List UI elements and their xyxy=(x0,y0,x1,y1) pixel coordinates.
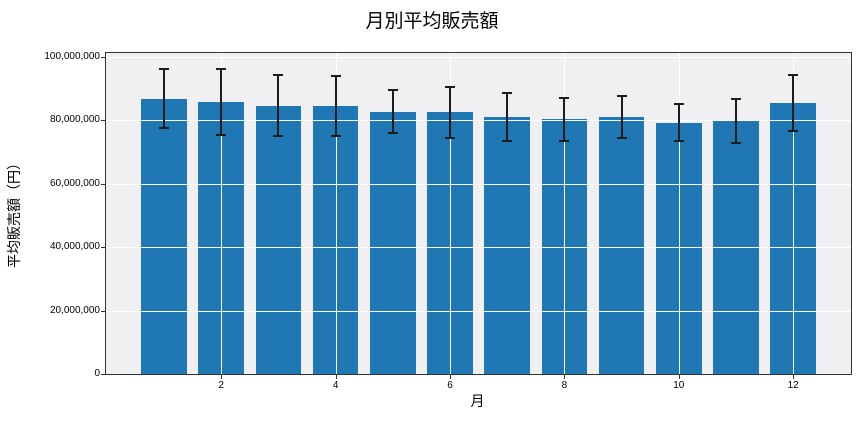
error-cap-low-month-9 xyxy=(616,137,627,140)
bar-month-9 xyxy=(598,116,645,374)
y-tick-label: 40,000,000 xyxy=(49,241,100,253)
error-cap-low-month-2 xyxy=(216,134,227,137)
bar-month-6 xyxy=(427,112,473,374)
x-tick-label: 4 xyxy=(332,380,339,391)
error-cap-high-month-2 xyxy=(216,67,227,70)
x-tick-mark xyxy=(793,375,795,379)
h-gridline-20000000 xyxy=(106,310,851,312)
error-cap-high-month-8 xyxy=(559,96,570,99)
error-cap-low-month-5 xyxy=(387,131,398,134)
error-bar-month-3 xyxy=(277,75,280,136)
x-tick-label: 2 xyxy=(218,380,224,391)
error-cap-low-month-1 xyxy=(159,126,169,129)
chart-title: 月別平均販売額 xyxy=(365,11,499,32)
error-cap-low-month-12 xyxy=(788,130,799,133)
error-bar-month-4 xyxy=(334,76,337,137)
y-tick-label: 100,000,000 xyxy=(44,50,100,62)
v-gridline-12 xyxy=(793,53,795,374)
x-tick-label: 12 xyxy=(787,380,799,391)
axis-ticks-layer xyxy=(101,53,851,379)
x-tick-mark xyxy=(678,375,680,379)
error-cap-high-month-12 xyxy=(788,73,799,76)
error-bar-month-8 xyxy=(563,97,566,141)
bar-month-5 xyxy=(370,111,416,374)
error-bar-month-10 xyxy=(677,103,680,142)
error-bar-month-7 xyxy=(506,92,509,142)
x-tick-label: 8 xyxy=(561,380,568,391)
h-gridline-60000000 xyxy=(106,183,851,185)
v-gridline-8 xyxy=(564,53,566,374)
error-cap-high-month-6 xyxy=(445,85,455,88)
y-tick-mark xyxy=(101,120,105,122)
error-cap-high-month-5 xyxy=(387,89,398,92)
bar-month-7 xyxy=(484,116,530,374)
error-bar-month-1 xyxy=(163,69,165,128)
error-cap-low-month-4 xyxy=(330,135,341,138)
x-tick-mark xyxy=(335,375,337,379)
error-bar-month-9 xyxy=(620,95,623,139)
error-cap-low-month-8 xyxy=(559,139,570,142)
v-gridline-2 xyxy=(221,53,223,374)
error-cap-high-month-10 xyxy=(673,102,684,105)
y-tick-mark xyxy=(101,183,105,185)
h-gridline-80000000 xyxy=(106,120,851,122)
x-tick-mark xyxy=(564,375,566,379)
y-tick-label: 80,000,000 xyxy=(49,114,100,126)
error-bar-month-2 xyxy=(220,68,223,136)
error-bar-month-12 xyxy=(792,74,795,132)
x-tick-mark xyxy=(221,375,223,379)
error-cap-high-month-7 xyxy=(502,91,513,94)
error-cap-low-month-3 xyxy=(273,134,284,137)
v-gridline-6 xyxy=(450,53,451,374)
bar-month-3 xyxy=(255,105,302,374)
error-cap-low-month-10 xyxy=(673,140,684,143)
error-cap-high-month-9 xyxy=(616,94,627,97)
error-cap-low-month-6 xyxy=(445,136,455,139)
x-tick-label: 6 xyxy=(447,380,453,391)
h-gridline-40000000 xyxy=(106,247,851,249)
error-cap-high-month-1 xyxy=(159,68,169,71)
v-gridline-4 xyxy=(335,53,337,374)
error-bar-month-5 xyxy=(391,90,394,133)
bar-month-1 xyxy=(141,98,187,374)
v-gridline-10 xyxy=(678,53,680,374)
error-cap-high-month-11 xyxy=(731,98,741,101)
chart-plot-area: 0 20,000,000 40,000,000 60,000,000 80,000,00… xyxy=(44,51,852,391)
h-gridline-100000000 xyxy=(106,56,851,58)
x-tick-mark xyxy=(450,375,451,379)
x-tick-label: 10 xyxy=(673,380,685,391)
y-tick-mark xyxy=(101,310,105,312)
error-cap-high-month-3 xyxy=(273,74,284,77)
error-bar-month-6 xyxy=(449,86,451,138)
error-cap-low-month-7 xyxy=(502,140,513,143)
y-tick-label: 60,000,000 xyxy=(49,177,100,189)
error-cap-low-month-11 xyxy=(731,142,741,144)
grid-layer xyxy=(106,53,851,374)
y-tick-mark xyxy=(101,247,105,249)
y-tick-mark xyxy=(101,56,105,58)
y-tick-label: 0 xyxy=(94,368,100,379)
y-tick-mark xyxy=(101,374,105,375)
error-bars-layer xyxy=(106,53,851,374)
error-bar-month-11 xyxy=(735,99,737,143)
error-cap-high-month-4 xyxy=(330,75,341,78)
y-tick-label: 20,000,000 xyxy=(49,304,100,316)
x-axis-label: 月 xyxy=(470,393,485,409)
